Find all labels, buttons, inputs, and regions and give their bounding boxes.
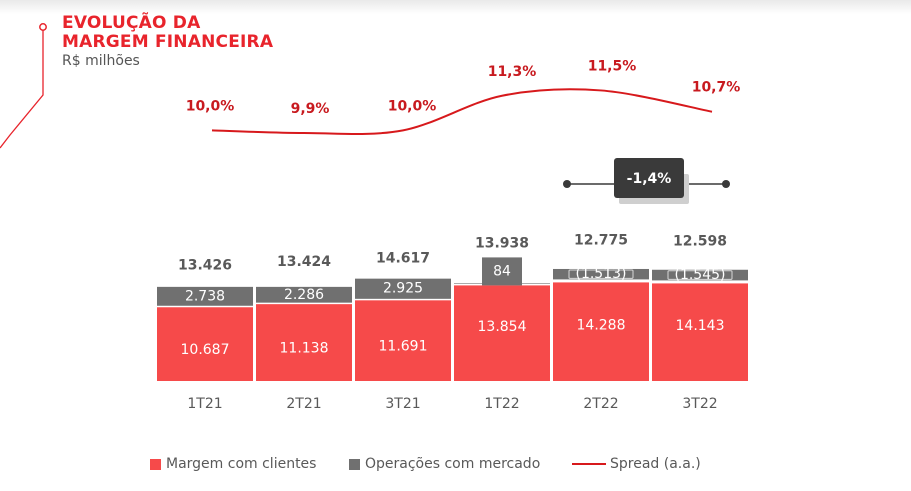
label-total: 13.426 <box>178 257 232 273</box>
label-client-margin: 11.138 <box>280 341 329 357</box>
bar-market-ops <box>652 269 748 281</box>
legend-label-market-ops: Operações com mercado <box>365 456 541 472</box>
label-market-ops: (1.513) <box>575 266 626 282</box>
label-market-ops: (1.545) <box>674 267 725 283</box>
label-market-ops: 2.925 <box>383 281 423 297</box>
spread-point-label: 11,5% <box>588 58 637 74</box>
x-tick-label: 2T21 <box>286 396 321 412</box>
bar-client-margin <box>454 285 550 381</box>
legend: Margem com clientes Operações com mercad… <box>0 454 911 476</box>
legend-item-client-margin: Margem com clientes <box>150 456 316 472</box>
bar-client-margin <box>652 283 748 381</box>
bar-market-ops-outline <box>568 269 634 279</box>
x-tick-label: 3T21 <box>385 396 420 412</box>
bar-market-ops-outline <box>667 270 733 280</box>
chart-subtitle: R$ milhões <box>62 53 140 69</box>
top-shade <box>0 0 911 14</box>
x-tick-label: 1T21 <box>187 396 222 412</box>
label-total: 13.424 <box>277 254 331 270</box>
legend-label-client-margin: Margem com clientes <box>166 456 317 472</box>
bar-market-ops <box>256 286 352 303</box>
label-client-margin: 11.691 <box>379 339 428 355</box>
bar-market-ops-label-box <box>482 257 522 286</box>
spread-point-label: 10,0% <box>186 98 235 114</box>
variation-badge-label: -1,4% <box>627 171 672 187</box>
legend-swatch-spread <box>572 463 606 465</box>
bar-market-ops <box>157 286 253 306</box>
label-market-ops: 2.738 <box>185 288 225 304</box>
legend-item-market-ops: Operações com mercado <box>349 456 540 472</box>
decorative-line-icon <box>0 23 47 149</box>
legend-label-spread: Spread (a.a.) <box>610 456 701 472</box>
chart-area: 2.738 10.687 13.426 1T21 2.286 11.138 13.424 2T… <box>157 58 748 412</box>
x-tick-label: 3T22 <box>682 396 717 412</box>
badge-connector-end <box>722 180 730 188</box>
spread-point-label: 10,0% <box>388 98 437 114</box>
spread-line <box>211 88 713 135</box>
chart-title-line-1: EVOLUÇÃO DA <box>62 13 201 33</box>
legend-swatch-client-margin <box>150 458 161 470</box>
legend-item-spread: Spread (a.a.) <box>572 456 701 472</box>
variation-badge <box>614 158 684 198</box>
badge-connector-start <box>563 180 571 188</box>
bar-client-margin <box>553 282 649 381</box>
chart-title-line-2: MARGEM FINANCEIRA <box>62 32 274 52</box>
label-market-ops: 84 <box>493 263 511 279</box>
spread-point-label: 11,3% <box>488 64 537 80</box>
label-client-margin: 14.143 <box>676 318 725 334</box>
label-total: 13.938 <box>475 235 529 251</box>
spread-point-label: 9,9% <box>291 101 330 117</box>
bar-client-margin <box>157 307 253 381</box>
label-total: 12.598 <box>673 233 727 249</box>
legend-swatch-market-ops <box>349 458 360 470</box>
x-tick-label: 1T22 <box>484 396 519 412</box>
bar-client-margin <box>256 304 352 381</box>
label-total: 14.617 <box>376 250 430 266</box>
label-client-margin: 13.854 <box>478 319 527 335</box>
title-block: EVOLUÇÃO DA MARGEM FINANCEIRA R$ milhões <box>62 14 273 70</box>
label-client-margin: 14.288 <box>577 318 626 334</box>
bar-client-margin <box>355 300 451 381</box>
label-client-margin: 10.687 <box>181 342 230 358</box>
x-tick-label: 2T22 <box>583 396 618 412</box>
bar-market-ops <box>553 268 649 280</box>
label-total: 12.775 <box>574 232 628 248</box>
spread-point-label: 10,7% <box>692 80 741 96</box>
label-market-ops: 2.286 <box>284 287 324 303</box>
decorative-path-icon <box>0 30 44 149</box>
bar-market-ops <box>355 278 451 299</box>
